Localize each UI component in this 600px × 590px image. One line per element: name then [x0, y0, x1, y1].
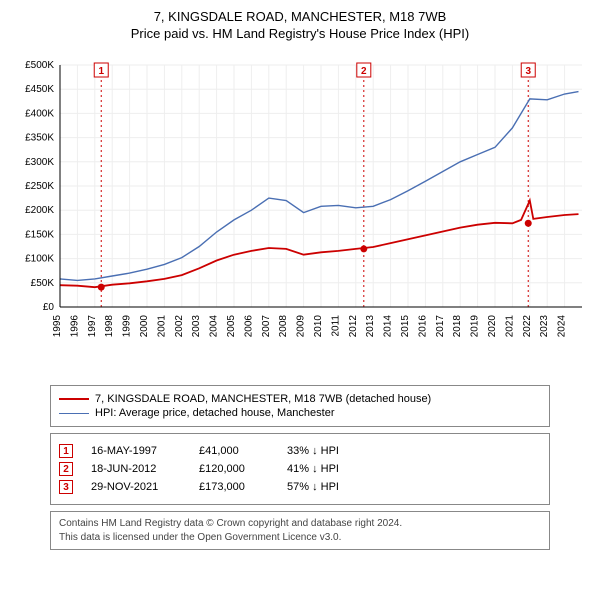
svg-text:2022: 2022 — [522, 315, 533, 338]
svg-text:£500K: £500K — [25, 60, 54, 71]
svg-text:2017: 2017 — [435, 315, 446, 338]
event-diff: 57% ↓ HPI — [287, 481, 541, 493]
legend-swatch — [59, 413, 89, 414]
legend-box: 7, KINGSDALE ROAD, MANCHESTER, M18 7WB (… — [50, 385, 550, 427]
svg-text:£50K: £50K — [31, 278, 55, 289]
event-date: 29-NOV-2021 — [91, 481, 181, 493]
chart-container: 7, KINGSDALE ROAD, MANCHESTER, M18 7WB P… — [0, 0, 600, 560]
event-marker: 2 — [59, 462, 73, 476]
svg-text:2020: 2020 — [487, 315, 498, 338]
event-row: 3 29-NOV-2021 £173,000 57% ↓ HPI — [59, 480, 541, 494]
svg-text:£0: £0 — [43, 302, 55, 313]
svg-text:1998: 1998 — [104, 315, 115, 338]
event-diff: 33% ↓ HPI — [287, 445, 541, 457]
svg-text:2011: 2011 — [330, 315, 341, 337]
svg-text:£200K: £200K — [25, 205, 54, 216]
events-table: 1 16-MAY-1997 £41,000 33% ↓ HPI 2 18-JUN-2012… — [50, 433, 550, 505]
svg-text:2014: 2014 — [383, 315, 394, 338]
svg-text:2003: 2003 — [191, 315, 202, 338]
event-price: £120,000 — [199, 463, 269, 475]
svg-text:2: 2 — [361, 66, 367, 77]
svg-text:£350K: £350K — [25, 133, 54, 144]
svg-text:2000: 2000 — [139, 315, 150, 338]
svg-text:2024: 2024 — [557, 315, 568, 338]
legend-row: 7, KINGSDALE ROAD, MANCHESTER, M18 7WB (… — [59, 393, 541, 405]
svg-text:2001: 2001 — [156, 315, 167, 338]
chart-title-line1: 7, KINGSDALE ROAD, MANCHESTER, M18 7WB — [10, 8, 590, 26]
legend-swatch — [59, 398, 89, 400]
event-marker: 3 — [59, 480, 73, 494]
legend-label: HPI: Average price, detached house, Manc… — [95, 407, 335, 419]
footer-line1: Contains HM Land Registry data © Crown c… — [59, 517, 541, 531]
svg-text:2006: 2006 — [243, 315, 254, 338]
svg-text:2021: 2021 — [504, 315, 515, 338]
svg-text:£300K: £300K — [25, 157, 54, 168]
svg-text:1: 1 — [98, 66, 104, 77]
svg-text:2023: 2023 — [539, 315, 550, 338]
svg-text:2009: 2009 — [296, 315, 307, 338]
svg-text:£150K: £150K — [25, 230, 54, 241]
chart-title-line2: Price paid vs. HM Land Registry's House … — [10, 26, 590, 41]
svg-text:2019: 2019 — [470, 315, 481, 338]
svg-text:2016: 2016 — [417, 315, 428, 338]
svg-text:2012: 2012 — [348, 315, 359, 338]
event-marker: 1 — [59, 444, 73, 458]
event-price: £41,000 — [199, 445, 269, 457]
event-diff: 41% ↓ HPI — [287, 463, 541, 475]
svg-text:£100K: £100K — [25, 254, 54, 265]
event-price: £173,000 — [199, 481, 269, 493]
legend-row: HPI: Average price, detached house, Manc… — [59, 407, 541, 419]
svg-text:1996: 1996 — [69, 315, 80, 338]
event-date: 18-JUN-2012 — [91, 463, 181, 475]
event-row: 1 16-MAY-1997 £41,000 33% ↓ HPI — [59, 444, 541, 458]
footer-line2: This data is licensed under the Open Gov… — [59, 531, 541, 545]
svg-text:1995: 1995 — [52, 315, 63, 338]
svg-text:2015: 2015 — [400, 315, 411, 338]
svg-text:2013: 2013 — [365, 315, 376, 338]
svg-text:1997: 1997 — [87, 315, 98, 338]
svg-text:£250K: £250K — [25, 181, 54, 192]
svg-text:£450K: £450K — [25, 84, 54, 95]
chart-plot-area: £0 £50K £100K £150K £200K £250K £300K £350K £400… — [10, 47, 590, 377]
line-chart-svg: £0 £50K £100K £150K £200K £250K £300K £350K £400… — [10, 47, 590, 377]
event-row: 2 18-JUN-2012 £120,000 41% ↓ HPI — [59, 462, 541, 476]
legend-label: 7, KINGSDALE ROAD, MANCHESTER, M18 7WB (… — [95, 393, 431, 405]
svg-text:3: 3 — [525, 66, 531, 77]
svg-text:£400K: £400K — [25, 109, 54, 120]
event-date: 16-MAY-1997 — [91, 445, 181, 457]
attribution-box: Contains HM Land Registry data © Crown c… — [50, 511, 550, 550]
svg-text:2010: 2010 — [313, 315, 324, 338]
svg-text:2002: 2002 — [174, 315, 185, 338]
svg-text:2004: 2004 — [209, 315, 220, 338]
svg-text:2008: 2008 — [278, 315, 289, 338]
svg-text:1999: 1999 — [122, 315, 133, 338]
svg-text:2005: 2005 — [226, 315, 237, 338]
svg-text:2018: 2018 — [452, 315, 463, 338]
svg-text:2007: 2007 — [261, 315, 272, 338]
